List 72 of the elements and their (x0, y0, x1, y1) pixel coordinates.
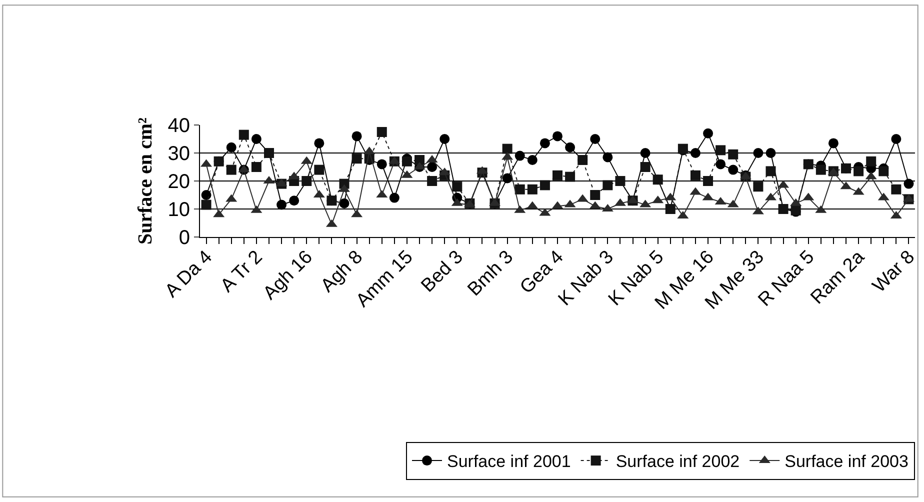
x-tick-label: A Da 4 (161, 246, 217, 302)
point (590, 134, 600, 144)
y-tick-label: 10 (168, 199, 190, 221)
point (565, 172, 576, 182)
legend-label: Surface inf 2001 (447, 452, 571, 472)
point (339, 198, 350, 208)
y-tick-label: 40 (168, 115, 190, 137)
legend-label: Surface inf 2003 (784, 452, 908, 472)
point (276, 200, 287, 210)
point (427, 162, 438, 172)
point (753, 148, 764, 158)
point (314, 138, 324, 148)
point (703, 176, 714, 186)
point (514, 184, 525, 194)
point (352, 131, 362, 142)
point (690, 170, 700, 180)
point (527, 155, 538, 165)
point (226, 142, 236, 152)
point (414, 155, 425, 165)
point (452, 182, 462, 192)
point (540, 180, 550, 190)
point (502, 144, 512, 154)
point (854, 166, 864, 176)
point (314, 164, 324, 175)
x-tick-label: War 8 (868, 246, 919, 297)
point (552, 170, 562, 180)
point (828, 138, 838, 148)
point (527, 184, 538, 194)
point (728, 149, 738, 160)
point (376, 127, 387, 137)
point (251, 162, 262, 172)
legend-label: Surface inf 2002 (616, 452, 740, 472)
point (251, 134, 262, 144)
point (703, 128, 714, 138)
point (753, 182, 764, 192)
point (427, 176, 438, 186)
point (502, 173, 512, 184)
point (552, 131, 562, 142)
point (376, 159, 387, 170)
point (440, 134, 450, 144)
point (891, 134, 902, 144)
point (402, 156, 412, 166)
y-tick-label: 20 (168, 171, 190, 193)
point (816, 164, 826, 175)
point (540, 138, 550, 148)
point (640, 162, 650, 172)
point (716, 145, 726, 156)
point (766, 166, 776, 176)
point (352, 154, 362, 164)
y-tick-label: 0 (178, 227, 190, 249)
point (891, 184, 902, 194)
point (690, 148, 700, 158)
point (201, 190, 212, 200)
y-axis-title: Surface en cm² (134, 117, 156, 245)
point (565, 142, 576, 152)
point (602, 152, 613, 162)
point (226, 164, 236, 175)
point (716, 159, 726, 170)
point (640, 148, 650, 158)
y-tick-label: 30 (168, 143, 190, 165)
point (389, 192, 400, 203)
point (238, 130, 249, 140)
point (590, 190, 600, 200)
point (602, 180, 613, 190)
point (289, 196, 300, 206)
point (866, 156, 876, 166)
point (201, 200, 212, 210)
point (514, 150, 525, 161)
point (904, 178, 914, 189)
point (878, 166, 889, 176)
point (728, 164, 738, 175)
point (766, 148, 776, 158)
